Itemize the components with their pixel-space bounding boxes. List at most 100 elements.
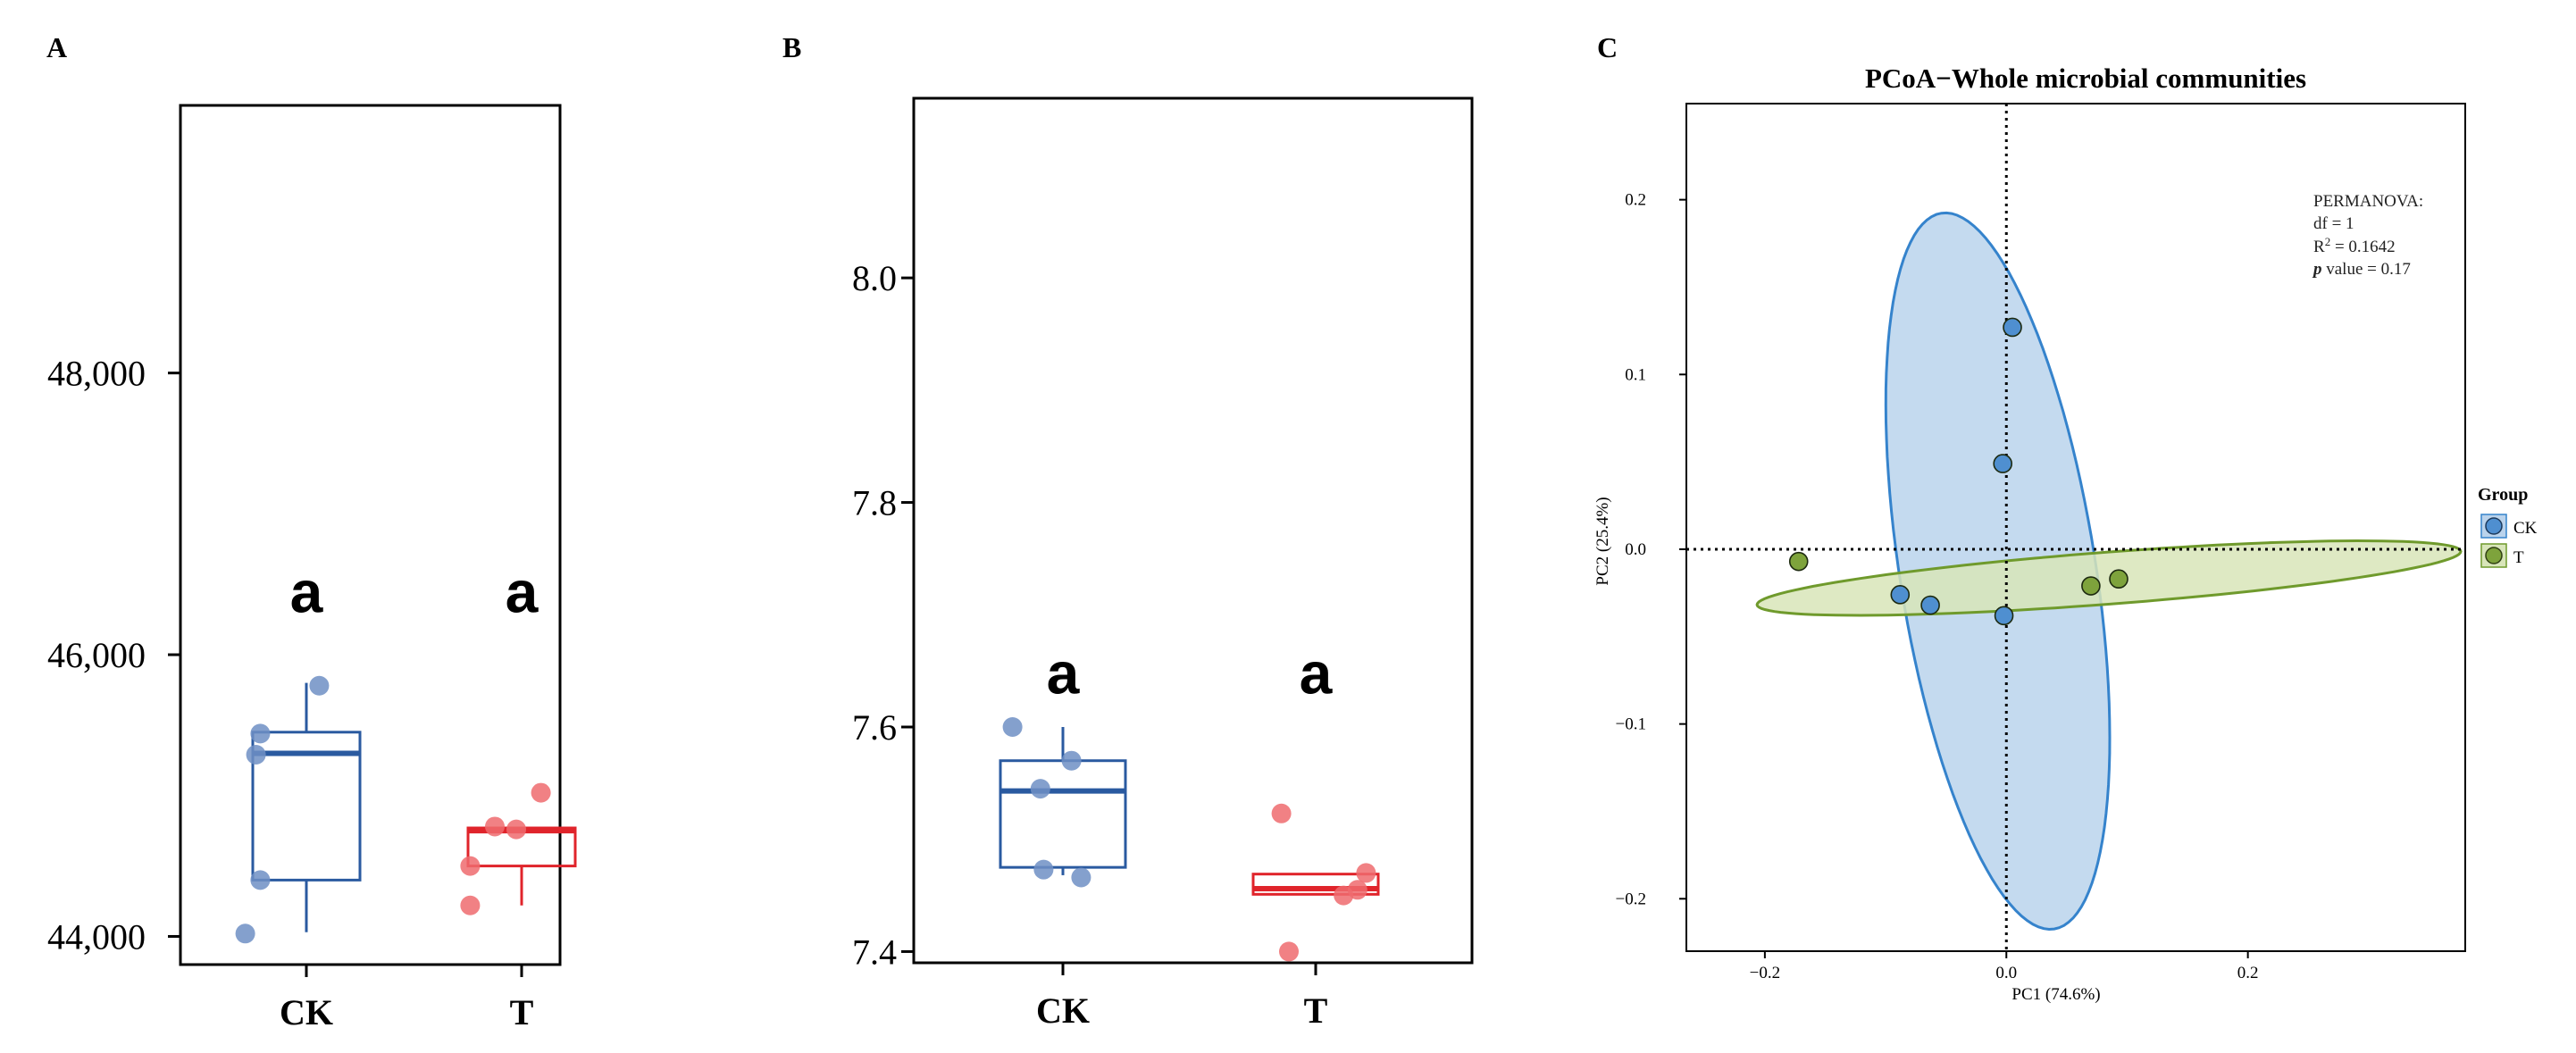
panel-a-plot-frame	[179, 104, 562, 966]
data-point-t	[1347, 880, 1367, 900]
x-tick-label: −0.2	[1750, 964, 1780, 982]
y-tick-label: −0.2	[1616, 890, 1646, 908]
panel-b-x-ticks	[1061, 963, 1317, 975]
panel-a-points	[235, 675, 551, 944]
panel-b-plot-frame	[912, 96, 1474, 965]
data-point-t	[1788, 551, 1809, 572]
panel-a-boxes	[251, 682, 577, 932]
panel-c-points	[1788, 317, 2129, 626]
legend-label-ck: CK	[2513, 519, 2538, 538]
panel-c-x-ticks	[1763, 951, 2249, 958]
data-point-ck	[1890, 585, 1911, 605]
p-value: value = 0.17	[2322, 260, 2411, 279]
data-point-ck	[250, 723, 271, 744]
data-point-t	[460, 856, 481, 876]
panel-c-y-ticks	[1679, 198, 1686, 900]
panel-c-title: PCoA−Whole microbial communities	[1865, 63, 2306, 94]
panel-a-label: A	[46, 31, 67, 63]
data-point-ck	[1002, 717, 1023, 737]
y-tick-label: 0.1	[1625, 365, 1646, 384]
data-point-t	[506, 819, 526, 840]
x-tick-label-t: T	[510, 992, 534, 1032]
data-point-t	[1271, 803, 1292, 823]
legend-entry-t: T	[2480, 543, 2524, 568]
panel-b-y-ticks	[901, 276, 914, 953]
y-tick-label: 48,000	[47, 354, 146, 394]
data-point-ck	[1061, 750, 1082, 771]
panel-a-x-ticks	[305, 965, 523, 977]
data-point-ck	[1994, 606, 2014, 626]
data-point-ck	[1033, 859, 1054, 880]
panel-a-y-ticks	[168, 372, 180, 938]
data-point-ck	[235, 923, 255, 944]
data-point-t	[1356, 863, 1376, 883]
panel-b-y-tick-labels: 7.4 7.6 7.8 8.0	[852, 258, 897, 972]
legend-entry-ck: CK	[2480, 514, 2538, 539]
x-tick-label-ck: CK	[1036, 990, 1090, 1031]
y-tick-label: 0.0	[1625, 540, 1646, 559]
r2-base: R	[2313, 238, 2325, 256]
data-point-t	[460, 895, 481, 915]
legend-marker-t	[2485, 547, 2503, 564]
panel-a-y-tick-labels: 44,000 46,000 48,000	[47, 354, 146, 957]
panel-b-x-tick-labels: CK T	[1036, 990, 1328, 1031]
data-point-t	[531, 782, 551, 803]
panel-b-label: B	[782, 31, 801, 63]
box-body	[1251, 873, 1380, 896]
y-tick-label: 44,000	[47, 916, 146, 957]
legend-label-t: T	[2513, 548, 2524, 567]
panel-b-boxes	[999, 727, 1380, 896]
permanova-r2: R2 = 0.1642	[2313, 235, 2396, 256]
panel-c-x-tick-labels: −0.2 0.0 0.2	[1750, 964, 2259, 982]
legend: Group CK T	[2478, 485, 2538, 568]
x-tick-label-t: T	[1304, 990, 1328, 1031]
panel-b-points	[1002, 717, 1376, 962]
panel-c-y-tick-labels: −0.2 −0.1 0.0 0.1 0.2	[1616, 191, 1646, 909]
significance-letter-ck: a	[1047, 639, 1081, 706]
x-tick-label: 0.0	[1995, 964, 2017, 982]
panel-c-ellipses	[1755, 211, 2463, 932]
legend-title: Group	[2478, 485, 2528, 505]
r2-superscript: 2	[2325, 235, 2331, 248]
data-point-ck	[1920, 595, 1940, 615]
data-point-ck	[1993, 454, 2013, 473]
data-point-ck	[250, 870, 271, 890]
permanova-title: PERMANOVA:	[2313, 192, 2423, 211]
panel-c-y-axis-label: PC2 (25.4%)	[1593, 497, 1612, 585]
data-point-t	[1279, 941, 1299, 962]
data-point-ck	[309, 675, 330, 696]
y-tick-label: −0.1	[1616, 715, 1646, 734]
y-tick-label: 7.8	[852, 483, 897, 523]
confidence-ellipse-t	[1755, 539, 2463, 617]
y-tick-label: 7.4	[852, 932, 897, 972]
panel-c-label: C	[1597, 31, 1618, 63]
legend-marker-ck	[2485, 517, 2503, 535]
y-tick-label: 0.2	[1625, 191, 1646, 210]
significance-letter-t: a	[506, 559, 539, 625]
box-ck	[251, 682, 362, 932]
x-tick-label-ck: CK	[280, 992, 333, 1032]
data-point-ck	[1071, 867, 1091, 888]
significance-letter-ck: a	[290, 559, 324, 625]
y-tick-label: 7.6	[852, 707, 897, 748]
data-point-ck	[246, 745, 266, 765]
r2-value: = 0.1642	[2330, 238, 2395, 256]
panel-c: C PCoA−Whole microbial communities −0.2−…	[1593, 31, 2538, 1004]
data-point-t	[485, 816, 505, 837]
box-body	[251, 731, 362, 882]
box-ck	[999, 727, 1127, 875]
data-point-t	[2109, 569, 2129, 589]
data-point-ck	[1030, 779, 1050, 799]
p-symbol: p	[2312, 260, 2322, 279]
panel-a-x-tick-labels: CK T	[280, 992, 534, 1032]
data-point-t	[2081, 576, 2101, 596]
box-body	[999, 759, 1127, 869]
panel-c-reference-lines	[1686, 104, 2465, 951]
panel-c-plot-frame	[1685, 103, 2466, 952]
significance-letter-t: a	[1300, 639, 1334, 706]
